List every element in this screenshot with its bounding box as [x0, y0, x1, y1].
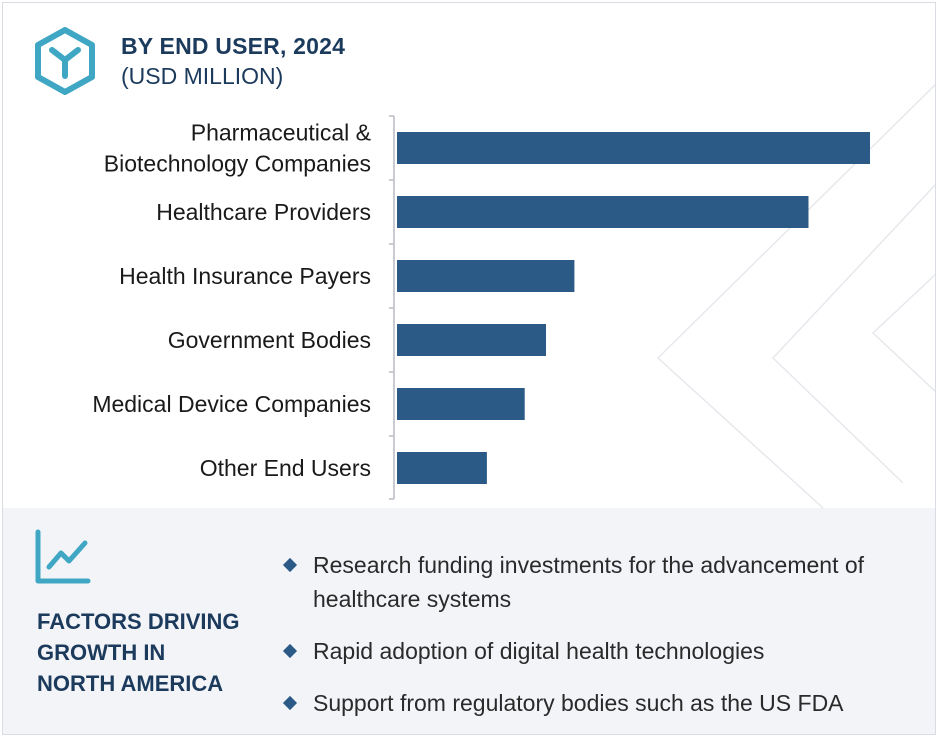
category-label-line: Medical Device Companies: [92, 391, 371, 417]
bar: [397, 324, 546, 356]
category-label-line: Other End Users: [200, 455, 371, 481]
category-label: Other End Users: [200, 455, 371, 481]
cube-logo-icon: [35, 27, 95, 95]
chart-title: BY END USER, 2024: [121, 33, 346, 59]
bar: [397, 196, 809, 228]
factors-list: Research funding investments for the adv…: [282, 548, 925, 720]
diamond-bullet-icon: [282, 643, 298, 659]
factors-heading-line: FACTORS DRIVING: [37, 609, 240, 634]
bar: [397, 388, 525, 420]
category-label: Healthcare Providers: [156, 199, 371, 225]
factor-item: Research funding investments for the adv…: [282, 548, 925, 616]
category-label-line: Healthcare Providers: [156, 199, 371, 225]
category-label: Medical Device Companies: [92, 391, 371, 417]
category-label: Health Insurance Payers: [119, 263, 371, 289]
category-label-line: Biotechnology Companies: [104, 151, 371, 177]
growth-factors-panel: FACTORS DRIVING GROWTH IN NORTH AMERICA …: [3, 508, 935, 734]
trend-chart-icon: [35, 529, 91, 584]
factor-text: Support from regulatory bodies such as t…: [313, 690, 844, 716]
factor-item: Support from regulatory bodies such as t…: [282, 686, 925, 720]
category-label-line: Health Insurance Payers: [119, 263, 371, 289]
bar: [397, 452, 487, 484]
bar: [397, 260, 575, 292]
category-label: Pharmaceutical & Biotechnology Companies: [104, 120, 371, 177]
factor-text: Rapid adoption of digital health technol…: [313, 638, 765, 664]
factors-heading: FACTORS DRIVING GROWTH IN NORTH AMERICA: [37, 606, 267, 699]
background-decoration: [656, 83, 935, 508]
category-label-line: Pharmaceutical &: [191, 120, 371, 146]
category-label: Government Bodies: [168, 327, 371, 353]
chart-subtitle: (USD MILLION): [121, 63, 284, 89]
diamond-bullet-icon: [282, 695, 298, 711]
factor-text: Research funding investments for the adv…: [313, 552, 865, 612]
category-label-line: Government Bodies: [168, 327, 371, 353]
chart-header: BY END USER, 2024 (USD MILLION): [3, 3, 935, 103]
factor-item: Rapid adoption of digital health technol…: [282, 634, 925, 668]
factors-heading-line: GROWTH IN: [37, 640, 166, 665]
diamond-bullet-icon: [282, 557, 298, 573]
bar-chart: Pharmaceutical & Biotechnology Companies H…: [92, 115, 870, 500]
factors-heading-line: NORTH AMERICA: [37, 671, 224, 696]
bar: [397, 132, 870, 164]
